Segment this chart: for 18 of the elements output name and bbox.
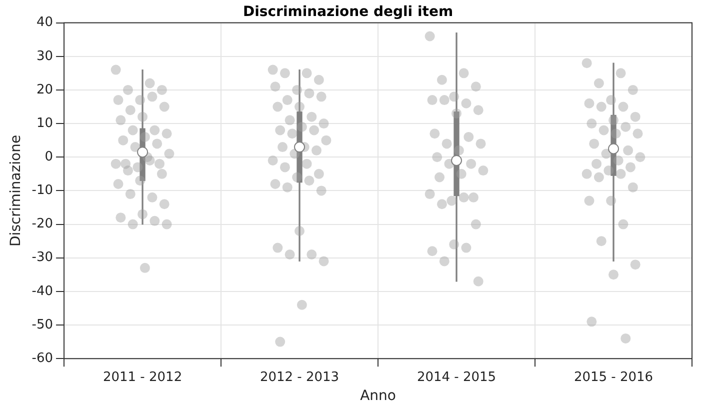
y-tick-label: -20 bbox=[32, 216, 54, 232]
x-tick-label: 2014 - 2015 bbox=[416, 370, 496, 385]
y-tick-label: 30 bbox=[36, 48, 54, 64]
y-tick-label: -50 bbox=[32, 317, 54, 332]
x-tick-label: 2011 - 2012 bbox=[102, 370, 182, 385]
y-axis-title: Discriminazione bbox=[8, 134, 24, 246]
y-tick-label: -10 bbox=[32, 183, 54, 198]
y-tick-label: 20 bbox=[36, 82, 54, 98]
x-tick-label: 2012 - 2013 bbox=[260, 370, 340, 385]
y-tick-label: 40 bbox=[36, 15, 54, 30]
y-tick-label: -60 bbox=[32, 350, 54, 366]
y-tick-label: -40 bbox=[32, 284, 54, 299]
x-axis-title: Anno bbox=[360, 388, 396, 404]
y-tick-label: 0 bbox=[44, 149, 54, 164]
y-tick-label: 10 bbox=[36, 116, 54, 131]
chart-title: Discriminazione degli item bbox=[242, 4, 454, 20]
y-tick-label: -30 bbox=[32, 250, 54, 266]
x-tick-label: 2015 - 2016 bbox=[574, 370, 654, 385]
